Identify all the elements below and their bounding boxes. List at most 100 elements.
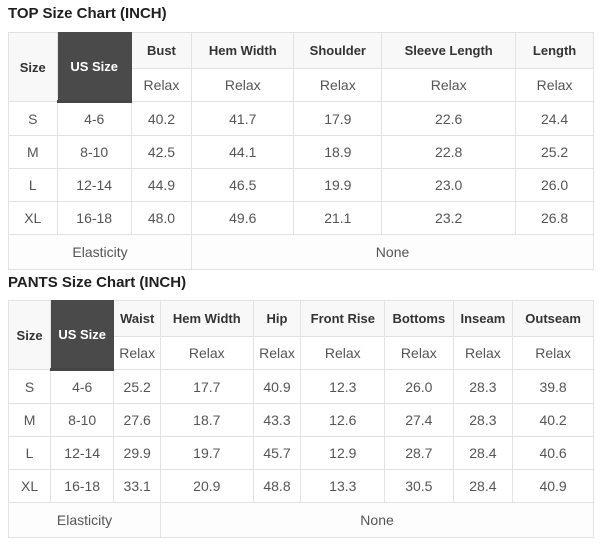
measurement-value-cell: 28.4 — [452, 436, 514, 470]
size-cell: L — [7, 436, 52, 470]
fit-type-cell: Relax — [191, 68, 295, 102]
measurement-column-header: Hem Width — [160, 300, 254, 337]
size-row-s: S 4-6 40.2 41.7 17.9 22.6 24.4 — [8, 101, 594, 136]
measurement-column-header: Inseam — [452, 300, 514, 337]
us-size-cell: 8-10 — [50, 403, 115, 437]
size-cell: XL — [8, 201, 58, 235]
us-size-cell: 16-18 — [56, 201, 132, 235]
measurement-value-cell: 39.8 — [512, 369, 594, 404]
header-row: Size US Size Bust Hem Width Shoulder Sleeve L… — [8, 32, 594, 103]
elasticity-row: Elasticity None — [7, 234, 594, 270]
measurement-value-cell: 41.7 — [191, 101, 295, 136]
measurement-value-cell: 45.7 — [252, 436, 302, 470]
measurement-value-cell: 18.9 — [293, 135, 383, 169]
top-size-chart-title: TOP Size Chart (INCH) — [8, 5, 167, 22]
measurement-value-cell: 27.6 — [113, 403, 162, 437]
size-cell: M — [8, 135, 58, 169]
fit-type-cell: Relax — [512, 336, 594, 370]
measurement-column-header: Length — [515, 32, 594, 69]
fit-type-row: Relax Relax Relax Relax Relax Relax Relax — [9, 336, 594, 370]
measurement-value-cell: 46.5 — [191, 168, 295, 202]
measurement-value-cell: 40.9 — [512, 469, 594, 503]
measurement-column-header: Shoulder — [293, 32, 383, 69]
fit-type-cell: Relax — [381, 68, 517, 102]
pants-size-chart-section: PANTS Size Chart (INCH) Size US Size Waist… — [7, 274, 594, 538]
measurement-column-header: Outseam — [512, 300, 594, 337]
measurement-value-cell: 42.5 — [130, 135, 193, 169]
size-column-header: Size — [8, 32, 58, 102]
measurement-value-cell: 27.4 — [384, 403, 454, 437]
elasticity-value-cell: None — [160, 502, 594, 538]
size-row-l: L 12-14 44.9 46.5 19.9 23.0 26.0 — [8, 168, 594, 202]
measurement-value-cell: 12.9 — [300, 436, 386, 470]
measurement-value-cell: 40.6 — [512, 436, 594, 470]
measurement-value-cell: 49.6 — [191, 201, 295, 235]
size-row-xl: XL 16-18 33.1 20.9 48.8 13.3 30.5 28.4 40.9 — [7, 469, 594, 503]
size-row-m: M 8-10 42.5 44.1 18.9 22.8 25.2 — [8, 135, 594, 169]
header-row: Size US Size Waist Hem Width Hip Front Rise Bo… — [7, 300, 594, 371]
measurement-value-cell: 29.9 — [113, 436, 162, 470]
measurement-value-cell: 24.4 — [515, 101, 594, 136]
measurement-value-cell: 19.7 — [160, 436, 254, 470]
measurement-value-cell: 26.0 — [515, 168, 594, 202]
size-row-l: L 12-14 29.9 19.7 45.7 12.9 28.7 28.4 40.6 — [7, 436, 594, 470]
measurement-value-cell: 22.8 — [381, 135, 517, 169]
measurement-column-header: Hem Width — [191, 32, 295, 69]
us-size-cell: 4-6 — [56, 101, 132, 136]
size-cell: M — [7, 403, 52, 437]
fit-type-cell: Relax — [113, 336, 162, 370]
measurement-value-cell: 40.9 — [252, 369, 302, 404]
measurement-value-cell: 17.9 — [293, 101, 383, 136]
measurement-value-cell: 25.2 — [113, 369, 162, 404]
size-row-m: M 8-10 27.6 18.7 43.3 12.6 27.4 28.3 40.2 — [7, 403, 594, 437]
elasticity-value-cell: None — [191, 234, 594, 270]
measurement-value-cell: 23.0 — [381, 168, 517, 202]
measurement-column-header: Bottoms — [384, 300, 454, 337]
measurement-value-cell: 19.9 — [293, 168, 383, 202]
measurement-value-cell: 21.1 — [293, 201, 383, 235]
measurement-value-cell: 40.2 — [512, 403, 594, 437]
us-size-cell: 12-14 — [50, 436, 115, 470]
measurement-value-cell: 30.5 — [384, 469, 454, 503]
measurement-value-cell: 28.3 — [452, 369, 514, 404]
measurement-value-cell: 12.6 — [300, 403, 386, 437]
pants-size-table: Size US Size Waist Hem Width Hip Front Rise Bo… — [7, 300, 594, 538]
measurement-value-cell: 44.9 — [130, 168, 193, 202]
measurement-value-cell: 23.2 — [381, 201, 517, 235]
fit-type-cell: Relax — [300, 336, 386, 370]
measurement-value-cell: 25.2 — [515, 135, 594, 169]
measurement-value-cell: 28.7 — [384, 436, 454, 470]
size-cell: S — [7, 369, 52, 404]
elasticity-row: Elasticity None — [7, 502, 594, 538]
measurement-column-header: Front Rise — [300, 300, 386, 337]
fit-type-cell: Relax — [515, 68, 594, 102]
size-cell: S — [8, 101, 58, 136]
measurement-value-cell: 43.3 — [252, 403, 302, 437]
measurement-value-cell: 48.8 — [252, 469, 302, 503]
fit-type-cell: Relax — [160, 336, 254, 370]
measurement-value-cell: 12.3 — [300, 369, 386, 404]
fit-type-cell: Relax — [252, 336, 302, 370]
elasticity-label-cell: Elasticity — [7, 502, 162, 538]
fit-type-cell: Relax — [130, 68, 193, 102]
us-size-cell: 4-6 — [50, 369, 115, 404]
top-size-chart-section: TOP Size Chart (INCH) Size US Size Bust Hem… — [7, 5, 594, 270]
size-row-xl: XL 16-18 48.0 49.6 21.1 23.2 26.8 — [8, 201, 594, 235]
measurement-value-cell: 20.9 — [160, 469, 254, 503]
measurement-value-cell: 48.0 — [130, 201, 193, 235]
size-cell: XL — [7, 469, 52, 503]
size-cell: L — [8, 168, 58, 202]
measurement-value-cell: 28.3 — [452, 403, 514, 437]
measurement-value-cell: 13.3 — [300, 469, 386, 503]
measurement-value-cell: 26.0 — [384, 369, 454, 404]
us-size-column-header: US Size — [50, 300, 115, 371]
measurement-value-cell: 40.2 — [130, 101, 193, 136]
measurement-column-header: Sleeve Length — [381, 32, 517, 69]
measurement-value-cell: 26.8 — [515, 201, 594, 235]
measurement-column-header: Bust — [130, 32, 193, 69]
measurement-value-cell: 18.7 — [160, 403, 254, 437]
size-charts-page: TOP Size Chart (INCH) Size US Size Bust Hem… — [7, 5, 594, 538]
us-size-cell: 8-10 — [56, 135, 132, 169]
us-size-cell: 16-18 — [50, 469, 115, 503]
elasticity-label-cell: Elasticity — [7, 234, 193, 270]
